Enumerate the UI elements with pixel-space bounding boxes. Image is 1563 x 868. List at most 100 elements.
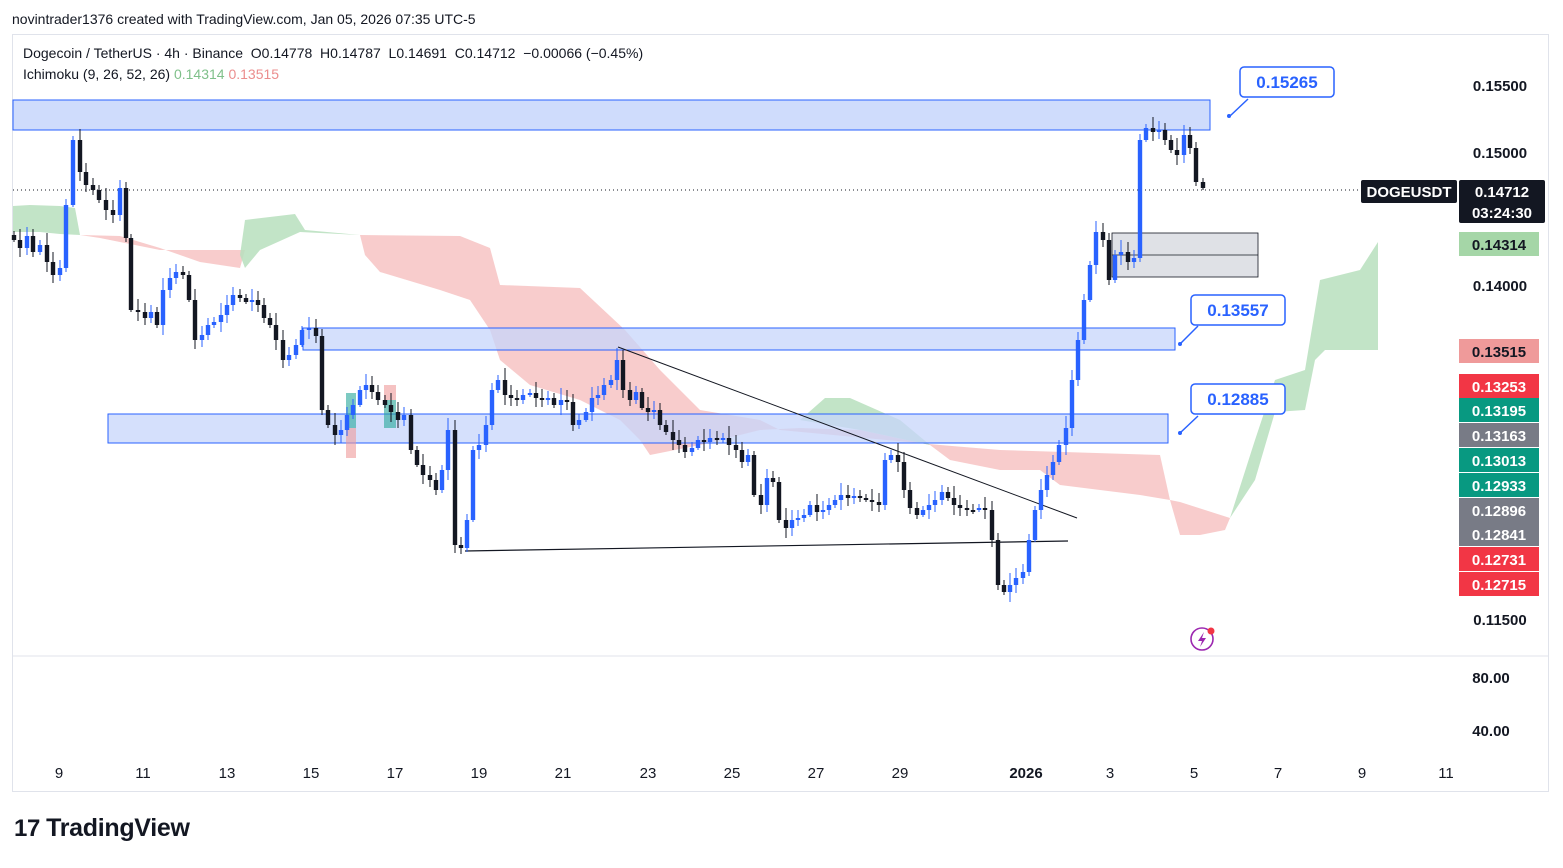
candle	[539, 389, 545, 407]
x-tick-9: 9	[55, 765, 63, 782]
x-tick-11: 11	[135, 765, 151, 782]
candle	[1032, 506, 1038, 542]
candle	[401, 407, 407, 426]
candle	[1044, 466, 1050, 497]
chart-credit: novintrader1376 created with TradingView…	[12, 11, 476, 27]
candle	[357, 386, 363, 407]
candle	[758, 484, 764, 514]
cloud-green-4	[1230, 242, 1378, 518]
candle	[1026, 534, 1032, 576]
candle	[230, 287, 236, 311]
candle	[964, 500, 970, 516]
candle	[50, 252, 56, 283]
symbol-name[interactable]: Dogecoin / TetherUS · 4h · Binance	[23, 45, 243, 61]
candle	[795, 510, 801, 526]
candle	[350, 399, 356, 419]
ohlc-open: O0.14778	[250, 45, 313, 61]
candle	[1038, 479, 1044, 519]
candle	[280, 330, 286, 368]
candle	[508, 385, 514, 406]
candle	[420, 454, 426, 484]
lightning-icon[interactable]	[1190, 627, 1215, 651]
candle	[570, 394, 576, 431]
candle	[83, 163, 89, 192]
price-tag-bg	[1459, 398, 1539, 422]
candle	[325, 405, 331, 428]
candle	[951, 486, 957, 515]
candle	[286, 347, 292, 366]
candle	[142, 303, 148, 325]
candle	[160, 278, 166, 335]
candle	[1050, 455, 1056, 480]
y-axis: 0.15500 0.15000 0.14000 0.11500 80.00 40…	[1472, 78, 1527, 740]
price-tag-bg	[1459, 374, 1539, 398]
x-tick-7: 7	[1274, 765, 1282, 782]
candle	[608, 375, 614, 388]
candle	[17, 229, 23, 257]
candle	[939, 485, 945, 505]
price-tag-0.13163: 0.13163	[1472, 428, 1526, 445]
candle	[1181, 125, 1187, 163]
price-tag-bg	[1459, 498, 1539, 522]
candle	[11, 231, 17, 242]
candle	[249, 289, 255, 311]
price-tag-0.12933: 0.12933	[1472, 478, 1526, 495]
x-tick-23: 23	[640, 765, 657, 782]
candle	[820, 501, 826, 519]
callout-label-top[interactable]: 0.15265	[1256, 73, 1317, 92]
candle	[363, 374, 369, 399]
candle	[595, 386, 601, 405]
candle	[527, 389, 533, 397]
candle	[957, 495, 963, 516]
candle	[458, 537, 464, 554]
candle	[135, 299, 141, 321]
candle	[695, 436, 701, 450]
candle	[90, 178, 96, 195]
current-price-tag[interactable]: DOGEUSDT 0.14712 03:24:30	[1361, 180, 1545, 223]
candle	[57, 260, 63, 281]
candle	[551, 393, 557, 408]
candle	[1020, 564, 1026, 584]
x-tick-13: 13	[219, 765, 236, 782]
ichimoku-span-a-value: 0.14314	[173, 66, 225, 82]
price-tag-0.12896: 0.12896	[1472, 503, 1526, 520]
callout-label-mid[interactable]: 0.13557	[1207, 301, 1268, 320]
candle	[720, 433, 726, 443]
tradingview-logo[interactable]: 17 TradingView	[14, 814, 190, 843]
candle	[920, 506, 926, 517]
candle	[520, 389, 526, 404]
candle	[1131, 250, 1137, 268]
candle	[267, 313, 273, 328]
candle	[375, 385, 381, 405]
candle	[1056, 440, 1062, 465]
candle	[645, 397, 651, 421]
candle	[211, 317, 217, 328]
candle	[982, 497, 988, 519]
candle	[1156, 121, 1162, 139]
candle	[701, 429, 707, 451]
candle	[123, 182, 129, 242]
cloud-red-2	[360, 235, 1230, 535]
candle	[639, 388, 645, 410]
price-tag-0.14314: 0.14314	[1472, 237, 1527, 254]
candle	[1007, 573, 1013, 602]
indicator-name[interactable]: Ichimoku (9, 26, 52, 26)	[23, 66, 171, 82]
candle	[44, 233, 50, 272]
callout-label-low[interactable]: 0.12885	[1207, 390, 1268, 409]
candle	[96, 185, 102, 203]
candle	[445, 418, 451, 480]
price-tag-bg	[1459, 547, 1539, 571]
candle	[332, 413, 338, 445]
candle	[495, 375, 501, 393]
candle	[814, 494, 820, 521]
price-tag-bg	[1459, 448, 1539, 472]
candle	[192, 289, 198, 349]
candle	[745, 449, 751, 466]
price-tag-bg	[1459, 232, 1539, 256]
descending-trendline	[617, 346, 1078, 519]
ohlc-high: H0.14787	[320, 45, 381, 61]
candle	[751, 451, 757, 497]
candle	[583, 408, 589, 422]
candle	[338, 420, 344, 443]
